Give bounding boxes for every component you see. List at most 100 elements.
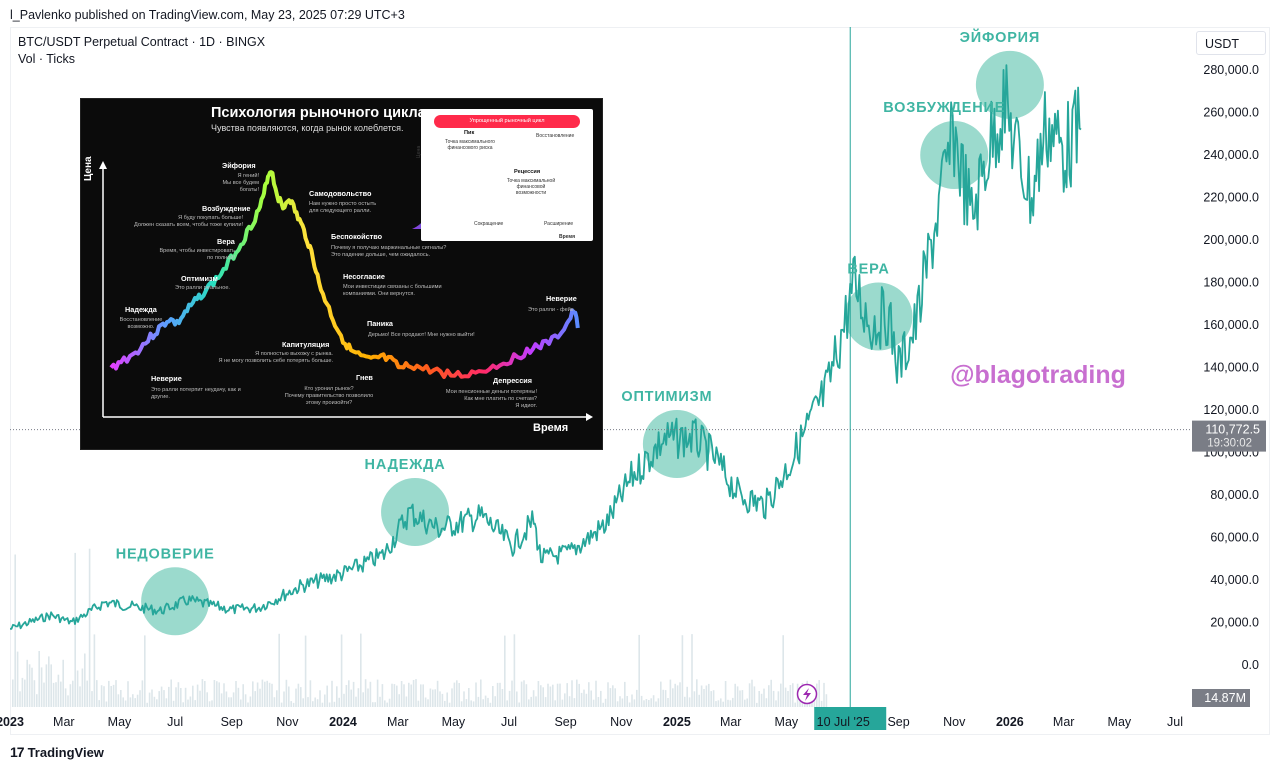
volume-bar	[264, 681, 266, 707]
volume-bar	[748, 683, 751, 707]
volume-bar	[228, 697, 230, 707]
volume-bar	[571, 680, 573, 707]
lightning-event-icon[interactable]	[796, 683, 818, 705]
phase-hope-desc: Восстановление возможно.	[119, 317, 163, 330]
volume-bar	[120, 690, 122, 707]
volume-bar	[316, 699, 319, 707]
volume-bar	[103, 686, 105, 707]
volume-bar	[660, 681, 662, 707]
volume-bar	[194, 700, 196, 707]
volume-bar	[372, 702, 374, 707]
volume-bar	[139, 690, 141, 707]
volume-bar	[360, 633, 362, 707]
volume-bar	[160, 686, 163, 707]
tradingview-brand: TradingView	[27, 744, 104, 760]
volume-bar	[189, 696, 192, 707]
volume-bar	[496, 682, 499, 707]
volume-bar	[568, 696, 571, 707]
volume-bar	[508, 690, 511, 707]
phase-panic: Паника	[367, 319, 393, 328]
volume-bar	[542, 687, 544, 707]
volume-bar	[57, 674, 60, 707]
volume-bar	[789, 685, 792, 707]
currency-unit-button[interactable]: USDT	[1196, 31, 1266, 55]
volume-bar	[175, 687, 177, 707]
volume-bar	[456, 680, 458, 707]
volume-bar	[292, 702, 295, 707]
phase-label: ВЕРА	[847, 262, 889, 278]
volume-bar	[14, 554, 16, 707]
volume-bar	[388, 698, 391, 707]
volume-bar	[604, 698, 607, 707]
volume-bar	[612, 685, 614, 707]
volume-bar	[24, 679, 26, 707]
volume-bar	[523, 680, 525, 707]
volume-bar	[393, 684, 396, 707]
volume-bar	[446, 692, 448, 707]
phase-label: ОПТИМИЗМ	[621, 389, 712, 405]
volume-bar	[96, 680, 98, 707]
volume-bar	[266, 680, 268, 707]
volume-bar	[112, 684, 115, 707]
volume-bar	[333, 701, 336, 707]
volume-bar	[12, 679, 14, 707]
volume-bar	[381, 684, 384, 707]
volume-bar	[552, 684, 554, 707]
phase-euphoria: Эйфория	[222, 161, 256, 170]
infographic-x-label: Время	[533, 422, 569, 434]
volume-bar	[367, 688, 369, 707]
volume-bar	[182, 702, 184, 707]
phase-label: ЭЙФОРИЯ	[960, 28, 1041, 46]
volume-bar	[213, 680, 216, 707]
volume-bar	[602, 702, 604, 707]
phase-euphoria-desc: Я гений! Мы все будем богаты!	[222, 173, 259, 193]
volume-bar	[427, 699, 429, 707]
volume-bar	[124, 700, 127, 707]
series-title[interactable]: BTC/USDT Perpetual Contract · 1D · BINGX	[18, 35, 266, 49]
x-tick-label: May	[775, 715, 799, 729]
volume-bar	[72, 680, 74, 707]
volume-bar	[792, 683, 794, 707]
phase-complacency: Самодовольство	[309, 189, 372, 198]
volume-bar	[693, 691, 696, 707]
phase-capitulation-desc: Я полностью выхожу с рынка. Я не могу по…	[218, 351, 333, 364]
volume-bar	[722, 701, 724, 707]
volume-bars-layer	[12, 548, 828, 707]
volume-bar	[777, 691, 780, 707]
volume-bar	[240, 699, 242, 707]
volume-bar	[280, 702, 283, 707]
volume-bar	[386, 702, 388, 707]
volume-bar	[544, 697, 547, 707]
volume-bar	[67, 695, 69, 707]
volume-bar	[362, 692, 364, 707]
volume-bar	[580, 692, 583, 707]
volume-bar	[633, 699, 636, 707]
tradingview-logo[interactable]: 17 TradingView	[10, 744, 104, 760]
volume-bar	[62, 659, 64, 707]
volume-bar	[530, 696, 532, 707]
volume-bar	[703, 689, 705, 707]
volume-bar	[357, 688, 360, 707]
volume-bar	[86, 680, 88, 707]
volume-bar	[177, 682, 180, 707]
volume-bar	[420, 684, 422, 707]
phase-excitement: Возбуждение	[202, 204, 251, 213]
phase-disbelief-2: Неверие	[546, 294, 577, 303]
volume-bar	[520, 681, 523, 707]
volume-bar	[312, 701, 314, 707]
volume-bar	[168, 686, 170, 707]
last-price-badge[interactable]	[1192, 420, 1266, 452]
y-tick-label: 280,000.0	[1203, 63, 1259, 77]
volume-bar	[28, 664, 31, 707]
volume-bar	[352, 681, 355, 707]
volume-bar	[50, 664, 52, 707]
volume-bar	[429, 688, 432, 707]
volume-bar	[170, 679, 172, 707]
x-tick-label: Jul	[167, 715, 183, 729]
volume-title[interactable]: Vol · Ticks	[18, 52, 75, 66]
volume-bar	[597, 697, 600, 707]
volume-bar	[105, 701, 108, 707]
volume-bar	[753, 686, 756, 707]
volume-bar	[741, 690, 744, 707]
